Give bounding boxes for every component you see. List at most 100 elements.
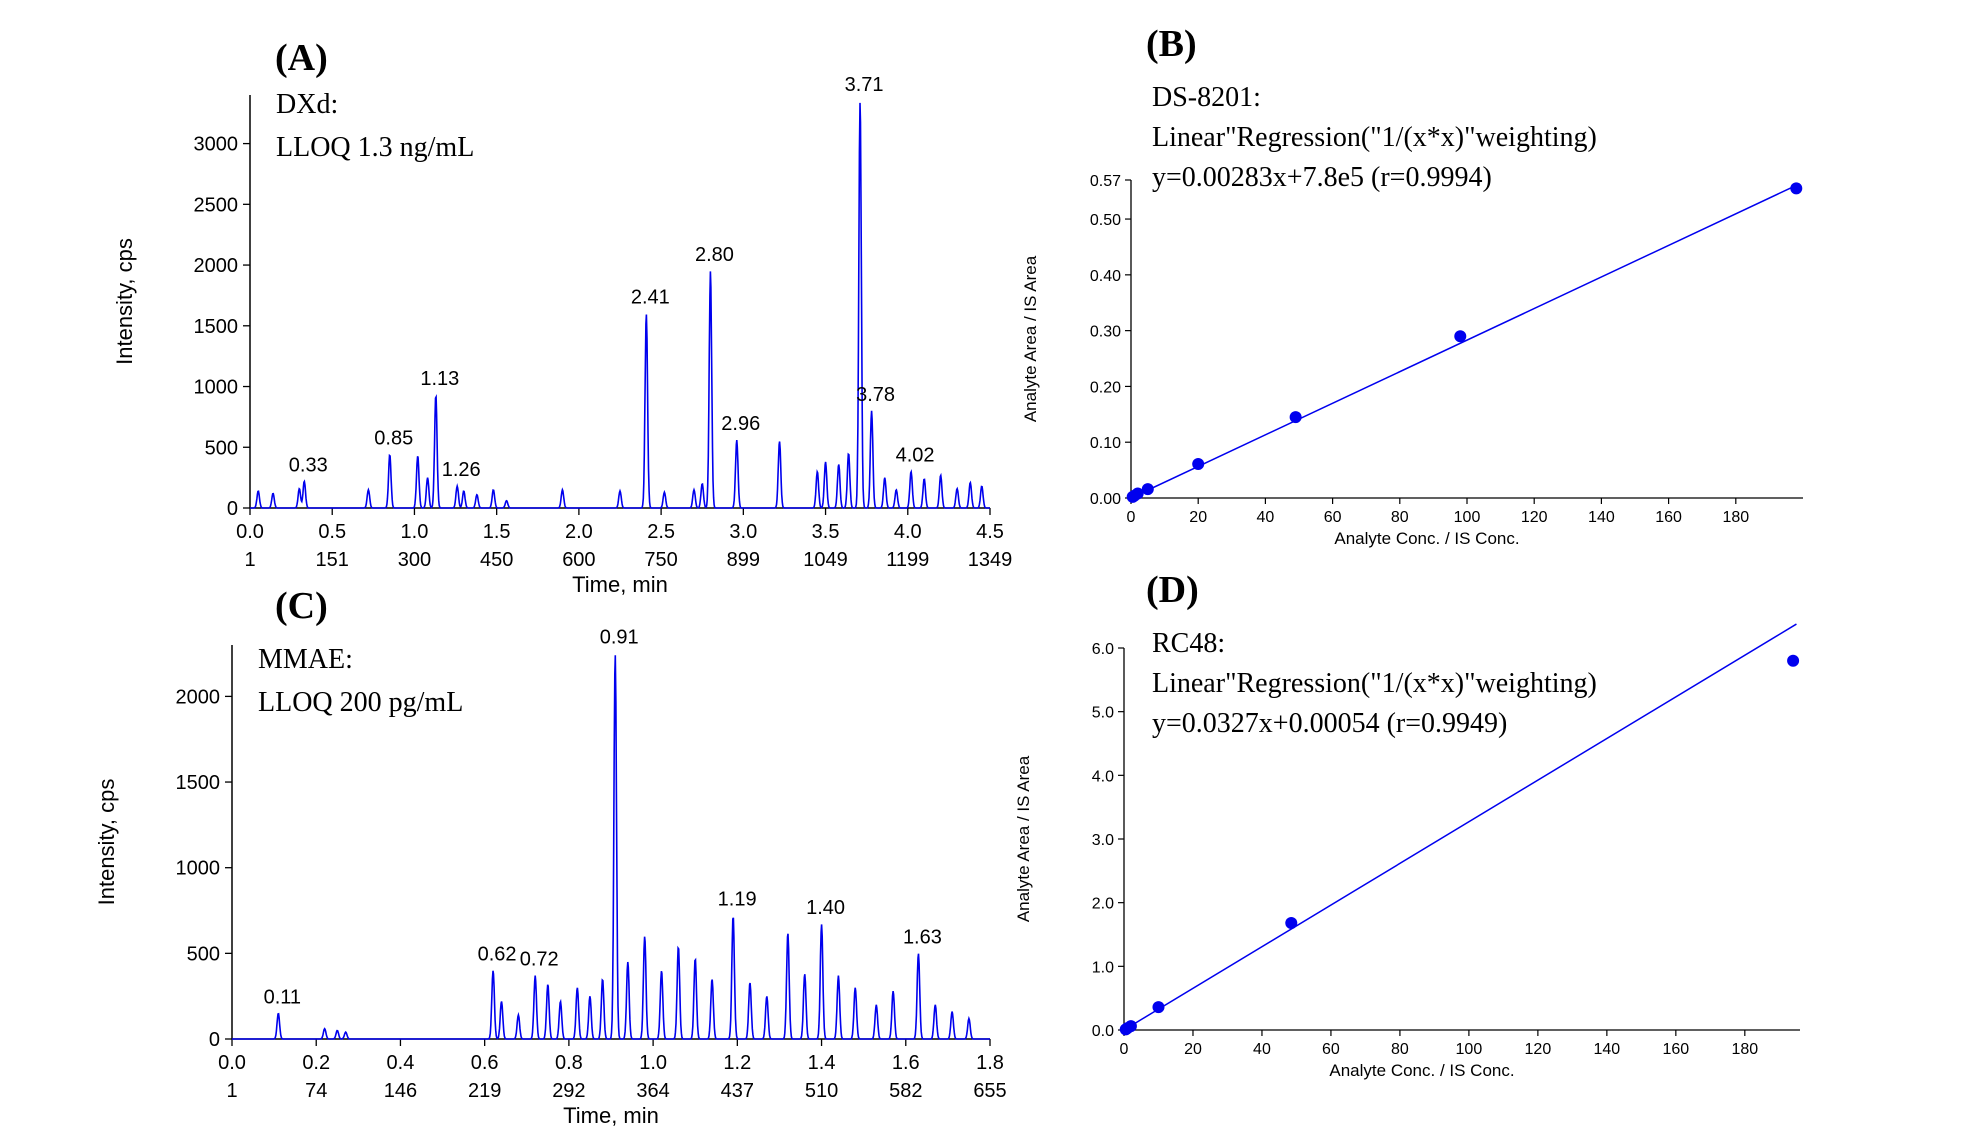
chart-a-peak-label: 3.71 [845, 74, 884, 96]
panel-b-equation: y=0.00283x+7.8e5 (r=0.9994) [1152, 162, 1492, 193]
chart-d-y-tick-label: 6.0 [1092, 641, 1114, 658]
chart-d-x-tick-label: 60 [1322, 1041, 1340, 1058]
chart-a-peak-label: 2.96 [721, 413, 760, 435]
chart-d-x-tick-label: 20 [1184, 1041, 1202, 1058]
chart-a-y-tick-label: 500 [205, 437, 238, 459]
chart-a-peak-label: 2.80 [695, 244, 734, 266]
chart-b-data-point [1289, 411, 1302, 424]
chart-d-x-tick-label: 120 [1525, 1041, 1552, 1058]
chart-c-x-scan-label: 1 [226, 1080, 237, 1102]
chart-c-y-tick-label: 2000 [176, 686, 221, 708]
chart-a-peak-label: 3.78 [856, 384, 895, 406]
chart-c-x-tick-label: 1.8 [976, 1052, 1004, 1074]
chart-a-y-axis-title: Intensity, cps [112, 238, 137, 365]
chart-a-x-tick-label: 0.0 [236, 521, 264, 543]
panel-c-label: (C) [275, 585, 328, 627]
chart-a-trace [250, 102, 990, 509]
chart-c-x-scan-label: 510 [805, 1080, 838, 1102]
chart-a-x-scan-label: 300 [398, 549, 431, 571]
chart-b-x-tick-label: 20 [1189, 509, 1207, 526]
chart-b-x-tick-label: 60 [1324, 509, 1342, 526]
chart-a-x-tick-label: 1.0 [401, 521, 429, 543]
chart-d-y-tick-label: 4.0 [1092, 768, 1114, 785]
chart-d-x-tick-label: 0 [1120, 1041, 1129, 1058]
chart-c-x-tick-label: 0.2 [302, 1052, 330, 1074]
panel-b-method: Linear"Regression("1/(x*x)"weighting) [1152, 122, 1597, 153]
chart-b-y-tick-label: 0.57 [1090, 173, 1121, 190]
panel-c-analyte: MMAE: [258, 644, 353, 675]
chart-a-x-tick-label: 4.0 [894, 521, 922, 543]
chart-c-peak-label: 0.72 [520, 949, 559, 971]
chart-a-x-tick-label: 3.0 [729, 521, 757, 543]
chart-a-peak-label: 1.13 [420, 368, 459, 390]
chart-b-data-point [1131, 487, 1144, 500]
calibration-curve-b: 0.00 0.10 0.20 0.30 0.40 0.50 0.57 0 20 40 60 80 100… [1021, 173, 1803, 548]
chart-c-x-tick-label: 0.8 [555, 1052, 583, 1074]
chart-a-x-scan-label: 1 [244, 549, 255, 571]
chromatogram-c: 0 500 1000 1500 2000 0.0 1 0.2 74 0.4 146 0.6 219 0.8… [94, 627, 1007, 1127]
chart-b-y-tick-label: 0.00 [1090, 491, 1121, 508]
chromatogram-a: 0 500 1000 1500 2000 2500 3000 0.0 1 0.5 151 1.0 300… [112, 74, 1012, 597]
chart-a-peak-label: 2.41 [631, 287, 670, 309]
chart-b-x-tick-label: 120 [1521, 509, 1548, 526]
chart-b-x-tick-label: 0 [1127, 509, 1136, 526]
chart-a-x-tick-label: 3.5 [812, 521, 840, 543]
chart-c-x-tick-label: 1.6 [892, 1052, 920, 1074]
chart-a-x-axis-title: Time, min [572, 572, 668, 597]
chart-a-x-scan-label: 1349 [968, 549, 1013, 571]
chart-c-peak-label: 0.62 [478, 943, 517, 965]
chart-d-y-tick-label: 2.0 [1092, 896, 1114, 913]
chart-a-y-tick-label: 1500 [194, 316, 239, 338]
chart-a-x-scan-label: 151 [316, 549, 349, 571]
chart-b-data-point [1192, 457, 1205, 470]
panel-d-equation: y=0.0327x+0.00054 (r=0.9949) [1152, 708, 1507, 739]
chart-a-x-scan-label: 750 [644, 549, 677, 571]
chart-b-x-tick-label: 160 [1655, 509, 1682, 526]
chart-b-x-tick-label: 80 [1391, 509, 1409, 526]
panel-d-label: (D) [1146, 569, 1199, 611]
chart-a-peak-label: 1.26 [442, 459, 481, 481]
panel-a-analyte: DXd: [276, 89, 338, 120]
chart-c-peak-label: 0.11 [264, 986, 301, 1008]
chart-d-x-tick-label: 40 [1253, 1041, 1271, 1058]
chart-d-x-tick-label: 80 [1391, 1041, 1409, 1058]
chart-d-y-tick-label: 0.0 [1092, 1023, 1114, 1040]
chart-b-y-tick-label: 0.50 [1090, 212, 1121, 229]
chart-a-x-tick-label: 1.5 [483, 521, 511, 543]
chart-a-x-scan-label: 450 [480, 549, 513, 571]
chart-d-y-axis-title: Analyte Area / IS Area [1014, 755, 1033, 922]
chart-b-y-tick-label: 0.30 [1090, 324, 1121, 341]
chart-c-peak-label: 1.63 [903, 926, 942, 948]
chart-c-trace [232, 655, 990, 1040]
chart-c-x-scan-label: 582 [889, 1080, 922, 1102]
chart-c-x-scan-label: 146 [384, 1080, 417, 1102]
chart-d-data-point [1787, 654, 1800, 667]
chart-d-data-point [1285, 917, 1298, 930]
chart-a-x-scan-label: 600 [562, 549, 595, 571]
chart-c-x-tick-label: 1.0 [639, 1052, 667, 1074]
chart-a-peak-label: 4.02 [896, 445, 935, 467]
chart-b-x-tick-label: 100 [1454, 509, 1481, 526]
chart-b-y-axis-title: Analyte Area / IS Area [1021, 255, 1040, 422]
chart-d-regression-line [1123, 623, 1797, 1031]
chart-a-peak-label: 0.85 [374, 428, 413, 450]
chart-a-x-tick-label: 4.5 [976, 521, 1004, 543]
chart-c-y-tick-label: 500 [187, 943, 220, 965]
chart-b-y-tick-label: 0.10 [1090, 435, 1121, 452]
chart-b-y-tick-label: 0.40 [1090, 268, 1121, 285]
chart-c-x-scan-label: 655 [973, 1080, 1006, 1102]
chart-a-x-scan-label: 1199 [886, 549, 929, 571]
chart-d-x-tick-label: 140 [1594, 1041, 1621, 1058]
chart-d-y-tick-label: 3.0 [1092, 832, 1114, 849]
panel-d-name: RC48: [1152, 628, 1225, 659]
chart-b-data-point [1454, 330, 1467, 343]
chart-c-peak-label: 1.40 [806, 897, 845, 919]
chart-a-y-tick-label: 2500 [194, 194, 239, 216]
chart-b-data-point [1790, 182, 1803, 195]
chart-c-peak-label: 1.19 [718, 889, 757, 911]
chart-a-x-tick-label: 2.5 [647, 521, 675, 543]
chart-c-x-tick-label: 0.4 [387, 1052, 415, 1074]
chart-c-x-scan-label: 219 [468, 1080, 501, 1102]
chart-a-y-tick-label: 2000 [194, 255, 239, 277]
